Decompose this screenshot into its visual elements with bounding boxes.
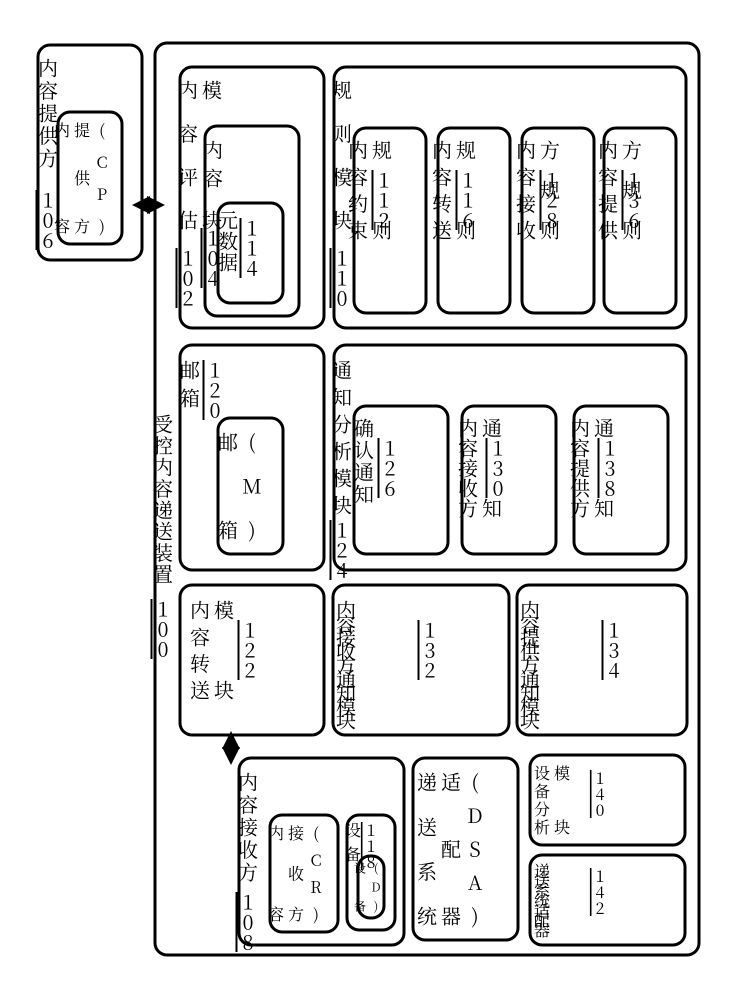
rules_module-num: 110 <box>328 248 357 308</box>
svg-text:内容接收方: 内容接收方 <box>234 772 263 882</box>
recv_notice_module-num: 132 <box>416 620 445 680</box>
mailbox_outer-num: 120 <box>201 360 230 420</box>
device-outer-label: 受控内容递送装置 <box>149 414 178 584</box>
content-label: 内容 <box>199 140 228 188</box>
notify_module-num: 124 <box>328 520 357 580</box>
prov_notice_module-num: 134 <box>600 620 629 680</box>
rule_receiver-num: 128 <box>538 170 567 230</box>
svg-text:内容提供方通知模块: 内容提供方通知模块 <box>516 600 545 730</box>
svg-text:(D): (D) <box>368 862 385 914</box>
rule_forward-num: 116 <box>454 170 483 230</box>
prov_notify-num: 138 <box>596 438 625 498</box>
receiver-inner-label: 内容接收方(CR) <box>265 825 328 924</box>
svg-text:模块: 模块 <box>210 600 239 700</box>
svg-text:(M): (M) <box>238 432 267 542</box>
svg-text:内容接收方通知模块: 内容接收方通知模块 <box>332 600 361 730</box>
delivery_adapter-label: 递送系统适配器 <box>531 863 554 938</box>
device-d-label: 设备(D) <box>352 862 385 914</box>
receiver_outer-label: 内容接收方 <box>234 772 263 882</box>
svg-text:内容: 内容 <box>199 140 228 188</box>
recv_notice_module-label: 内容接收方通知模块 <box>332 600 361 730</box>
confirm_notify-num: 126 <box>376 438 405 498</box>
svg-text:受控内容递送装置: 受控内容递送装置 <box>149 414 178 584</box>
svg-text:设备: 设备 <box>352 862 369 912</box>
rule_provider-num: 136 <box>620 170 649 230</box>
dev_analysis-label: 设备分析模块 <box>531 764 574 835</box>
dsa-inner-label: 递送系统适配器(DSA) <box>413 772 490 928</box>
svg-text:(DSA): (DSA) <box>461 772 490 928</box>
receiver_outer-num: 108 <box>234 892 263 952</box>
delivery_adapter-num: 142 <box>589 868 612 916</box>
device-outer-num: 100 <box>149 599 178 659</box>
rule_constraint-num: 112 <box>370 170 399 230</box>
forward_module-num: 122 <box>236 620 265 680</box>
prov_notice_module-label: 内容提供方通知模块 <box>516 600 545 730</box>
svg-text:(CR): (CR) <box>305 825 328 924</box>
forward_module-label: 内容转送模块 <box>186 600 239 700</box>
svg-text:(CP): (CP) <box>91 122 114 236</box>
recv_notify-num: 130 <box>484 438 513 498</box>
svg-text:模块: 模块 <box>551 764 574 835</box>
mailbox-inner-label: 邮箱(M) <box>214 432 267 542</box>
svg-text:递送系统适配器: 递送系统适配器 <box>531 863 554 938</box>
dev_analysis-num: 140 <box>589 770 612 818</box>
metadata-num: 114 <box>238 218 267 278</box>
